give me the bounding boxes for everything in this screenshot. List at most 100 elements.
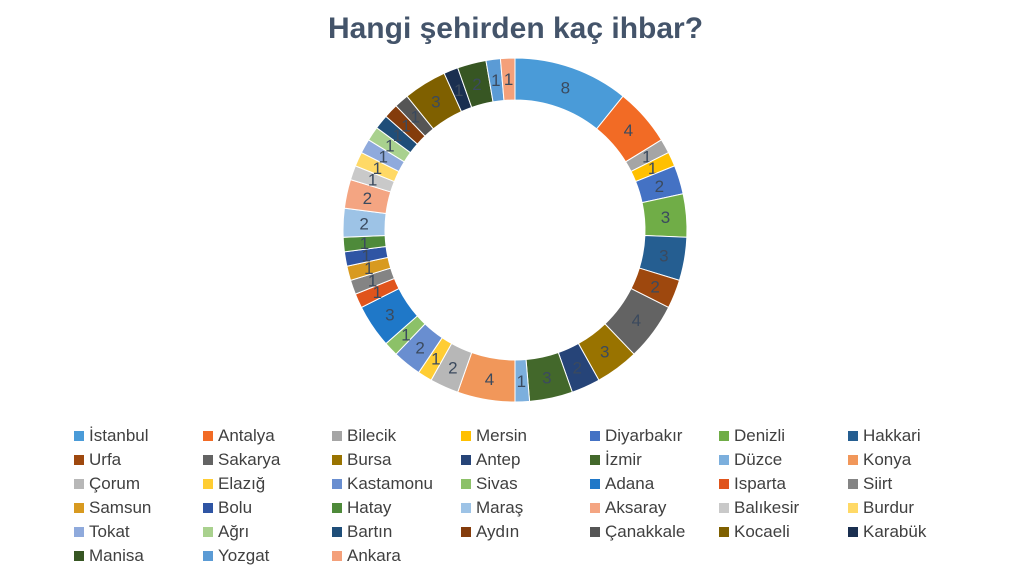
legend-label: Kocaeli xyxy=(734,521,790,541)
legend-item: Bartın xyxy=(332,521,461,542)
legend-label: Hakkari xyxy=(863,425,921,445)
legend-item: Çorum xyxy=(74,473,203,494)
chart-title: Hangi şehirden kaç ihbar? xyxy=(327,12,704,45)
legend-item: Bursa xyxy=(332,449,461,470)
legend-swatch xyxy=(332,526,342,537)
data-label: 1 xyxy=(454,81,463,100)
data-label: 3 xyxy=(431,92,440,111)
legend-label: Ağrı xyxy=(218,521,250,541)
legend-item: Bolu xyxy=(203,497,332,518)
data-label: 1 xyxy=(364,259,373,278)
legend-item: Samsun xyxy=(74,497,203,518)
legend-label: Bolu xyxy=(218,497,253,517)
legend-item: Kocaeli xyxy=(719,521,848,542)
legend-swatch xyxy=(848,478,858,489)
legend-label: Diyarbakır xyxy=(605,425,683,445)
legend-item: Manisa xyxy=(74,545,203,566)
legend-item: Aksaray xyxy=(590,497,719,518)
legend-swatch xyxy=(74,526,84,537)
legend-swatch xyxy=(590,478,600,489)
data-label: 3 xyxy=(600,342,609,361)
legend-swatch xyxy=(332,550,342,561)
legend-swatch xyxy=(203,430,213,441)
data-label: 1 xyxy=(373,283,382,302)
legend-label: Isparta xyxy=(734,473,786,493)
data-label: 1 xyxy=(431,350,440,369)
data-label: 1 xyxy=(491,71,500,90)
legend-item: Siirt xyxy=(848,473,977,494)
legend-item: İstanbul xyxy=(74,425,203,446)
legend-item: Sakarya xyxy=(203,449,332,470)
legend-swatch xyxy=(74,478,84,489)
data-label: 2 xyxy=(472,75,481,94)
legend-swatch xyxy=(590,454,600,465)
data-label: 1 xyxy=(642,147,651,166)
legend-item: Sivas xyxy=(461,473,590,494)
legend-swatch xyxy=(74,502,84,513)
legend-swatch xyxy=(332,430,342,441)
legend-label: Düzce xyxy=(734,449,783,469)
data-label: 1 xyxy=(373,159,382,178)
legend-label: Bursa xyxy=(347,449,392,469)
legend-item: Hatay xyxy=(332,497,461,518)
legend-label: Aydın xyxy=(476,521,520,541)
legend-label: Bartın xyxy=(347,521,393,541)
legend-label: Karabük xyxy=(863,521,927,541)
legend-label: İstanbul xyxy=(89,425,149,445)
legend-item: Balıkesir xyxy=(719,497,848,518)
data-label: 2 xyxy=(448,359,457,378)
legend-item: Yozgat xyxy=(203,545,332,566)
data-label: 1 xyxy=(360,234,369,253)
legend-swatch xyxy=(461,526,471,537)
legend-label: Urfa xyxy=(89,449,122,469)
legend-swatch xyxy=(332,454,342,465)
legend-swatch xyxy=(203,478,213,489)
legend-item: Diyarbakır xyxy=(590,425,719,446)
legend-item: Mersin xyxy=(461,425,590,446)
legend-item: Ağrı xyxy=(203,521,332,542)
legend-label: Burdur xyxy=(863,497,915,517)
legend-swatch xyxy=(590,526,600,537)
legend-item: Karabük xyxy=(848,521,977,542)
legend-label: Denizli xyxy=(734,425,786,445)
legend-item: Bilecik xyxy=(332,425,461,446)
data-label: 1 xyxy=(411,108,420,127)
data-label: 2 xyxy=(650,277,659,296)
legend-swatch xyxy=(848,430,858,441)
data-label: 1 xyxy=(368,171,377,190)
legend-item: Antalya xyxy=(203,425,332,446)
legend-label: Samsun xyxy=(89,497,152,517)
legend-swatch xyxy=(74,430,84,441)
legend-swatch xyxy=(848,454,858,465)
legend-swatch xyxy=(332,502,342,513)
legend-label: Hatay xyxy=(347,497,392,517)
legend-label: Aksaray xyxy=(605,497,667,517)
data-label: 1 xyxy=(368,271,377,290)
data-label: 1 xyxy=(504,70,513,89)
data-label: 1 xyxy=(393,126,402,145)
legend-label: Antalya xyxy=(218,425,275,445)
legend-item: Ankara xyxy=(332,545,461,566)
slice-Ankara xyxy=(499,57,516,102)
legend-swatch xyxy=(74,550,84,561)
legend-swatch xyxy=(461,430,471,441)
legend-item: Hakkari xyxy=(848,425,977,446)
legend-label: İzmir xyxy=(605,449,642,469)
legend-label: Konya xyxy=(863,449,912,469)
legend-swatch xyxy=(203,526,213,537)
legend-label: Maraş xyxy=(476,497,524,517)
legend-swatch xyxy=(848,502,858,513)
legend-swatch xyxy=(719,454,729,465)
data-label: 4 xyxy=(485,370,494,389)
data-label: 4 xyxy=(624,121,633,140)
legend-label: Antep xyxy=(476,449,521,469)
legend-swatch xyxy=(848,526,858,537)
data-label: 1 xyxy=(517,372,526,391)
legend-item: Çanakkale xyxy=(590,521,719,542)
legend-item: Denizli xyxy=(719,425,848,446)
legend-item: Adana xyxy=(590,473,719,494)
legend-label: Kastamonu xyxy=(347,473,433,493)
data-label: 3 xyxy=(661,208,670,227)
legend-swatch xyxy=(74,454,84,465)
legend-item: Burdur xyxy=(848,497,977,518)
